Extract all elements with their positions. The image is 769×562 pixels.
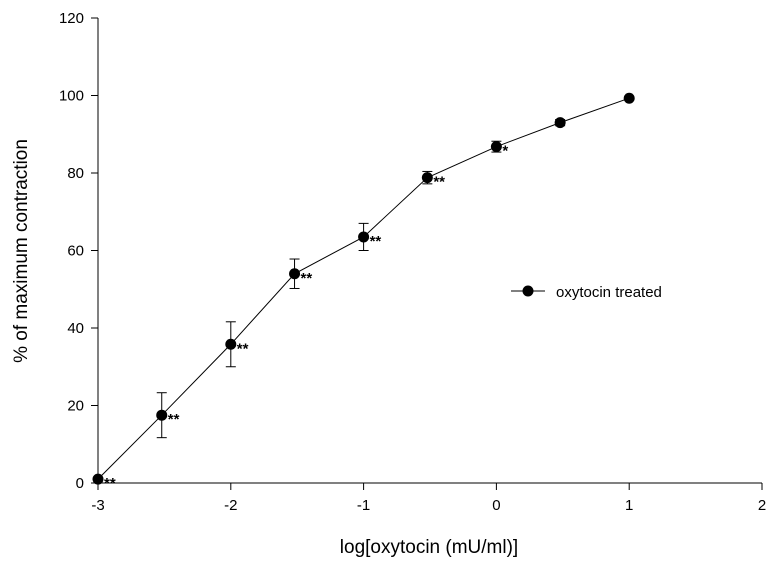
significance-annotation: ** xyxy=(370,233,382,250)
y-tick-label: 120 xyxy=(59,10,84,27)
x-ticks: -3 -2 -1 0 1 2 xyxy=(91,483,766,514)
x-tick-label: 1 xyxy=(625,497,633,514)
axes xyxy=(97,18,762,484)
y-tick-label: 40 xyxy=(67,320,84,337)
series-layer xyxy=(92,92,635,485)
significance-annotation: * xyxy=(502,143,508,160)
y-tick-label: 80 xyxy=(67,165,84,182)
legend-marker-swatch xyxy=(522,285,534,297)
data-point xyxy=(623,92,635,104)
legend-label: oxytocin treated xyxy=(556,284,662,301)
data-point xyxy=(225,338,237,350)
significance-annotation: ** xyxy=(104,475,116,492)
data-point xyxy=(156,409,168,421)
data-point xyxy=(490,141,502,153)
x-tick-label: -2 xyxy=(224,497,237,514)
x-tick-label: -3 xyxy=(91,497,104,514)
x-tick-label: 2 xyxy=(758,497,766,514)
y-tick-label: 60 xyxy=(67,243,84,260)
x-axis-title: log[oxytocin (mU/ml)] xyxy=(340,537,518,558)
data-point xyxy=(92,473,104,485)
annotation-layer: ************* xyxy=(104,143,508,492)
y-tick-label: 0 xyxy=(76,475,84,492)
data-point xyxy=(358,231,370,243)
y-ticks: 0 20 40 60 80 100 120 xyxy=(59,10,98,492)
y-tick-label: 100 xyxy=(59,88,84,105)
significance-annotation: ** xyxy=(433,174,445,191)
data-point xyxy=(421,172,433,184)
x-tick-label: -1 xyxy=(357,497,370,514)
significance-annotation: ** xyxy=(301,270,313,287)
y-axis-title: % of maximum contraction xyxy=(11,139,32,363)
x-tick-label: 0 xyxy=(492,497,500,514)
legend: oxytocin treated xyxy=(511,284,662,301)
significance-annotation: ** xyxy=(168,411,180,428)
y-tick-label: 20 xyxy=(67,398,84,415)
data-point xyxy=(289,268,301,280)
data-point xyxy=(554,117,566,129)
significance-annotation: ** xyxy=(237,340,249,357)
